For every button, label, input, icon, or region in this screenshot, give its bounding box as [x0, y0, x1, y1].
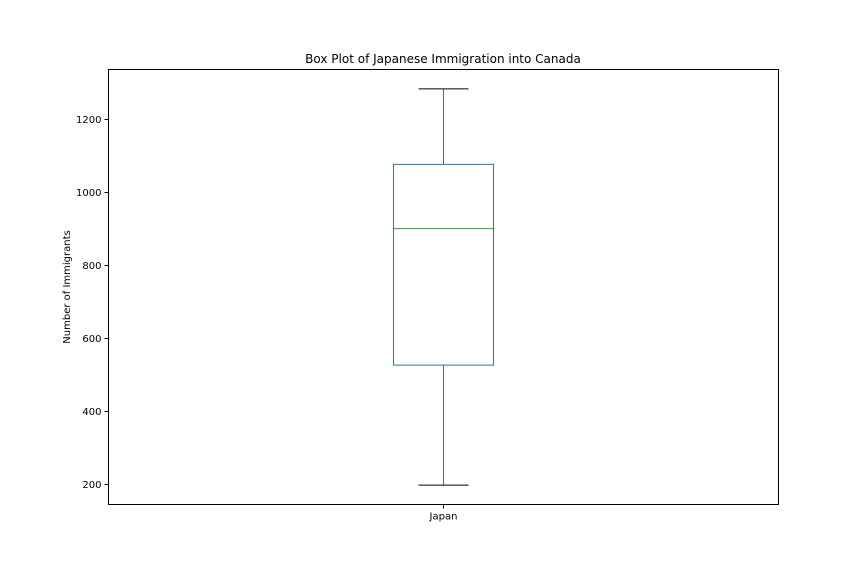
chart-title: Box Plot of Japanese Immigration into Ca…: [305, 52, 581, 66]
y-tick-label: 800: [82, 261, 101, 272]
y-tick-label: 200: [82, 480, 101, 491]
y-tick-label: 600: [82, 334, 101, 345]
y-tick-label: 1000: [76, 188, 101, 199]
box-iqr: [393, 163, 494, 366]
y-axis-ticks: 200 400 600 800 1000 1200: [76, 115, 109, 491]
y-axis-label: Number of Immigrants: [62, 230, 73, 343]
x-tick-label: Japan: [429, 512, 458, 523]
y-tick-label: 1200: [76, 115, 101, 126]
x-axis-ticks: Japan: [429, 504, 458, 523]
box-series: [393, 88, 494, 486]
y-tick-label: 400: [82, 407, 101, 418]
